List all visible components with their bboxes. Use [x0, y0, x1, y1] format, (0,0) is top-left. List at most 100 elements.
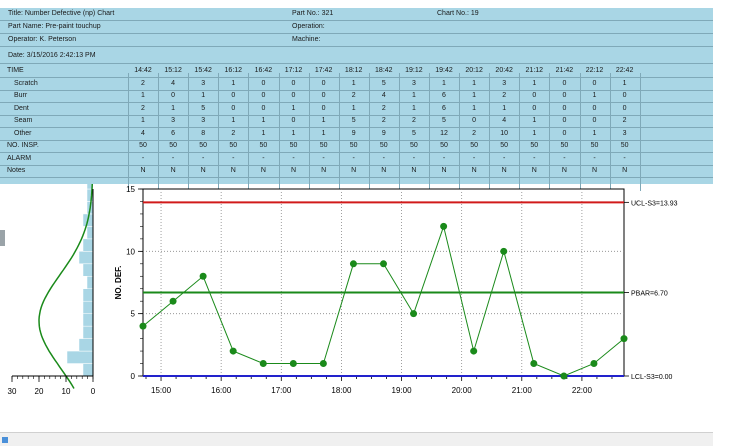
table-cell: 50	[169, 142, 177, 149]
table-cell: N	[290, 167, 297, 174]
splitter-handle[interactable]	[0, 230, 5, 246]
table-cell: 1	[472, 92, 477, 99]
table-cell: 0	[532, 104, 537, 112]
column-divider	[579, 73, 581, 191]
table-cell: 6	[442, 92, 446, 99]
table-cell: 50	[500, 142, 509, 149]
column-divider	[398, 73, 400, 191]
table-cell: 50	[199, 142, 208, 149]
data-point	[620, 335, 628, 343]
table-cell: 9	[381, 129, 386, 137]
table-cell: 0	[592, 104, 597, 112]
data-point	[169, 297, 177, 305]
row-label: Notes	[7, 167, 26, 174]
table-cell: 1	[411, 92, 416, 99]
table-cell: N	[170, 167, 176, 174]
y-tick-label: 15	[126, 185, 135, 194]
table-cell: 2	[622, 117, 627, 124]
table-cell: 50	[620, 142, 629, 149]
table-cell: 1	[411, 104, 416, 112]
table-cell: 19:12	[405, 67, 423, 74]
table-cell: 5	[381, 79, 386, 87]
table-cell: -	[382, 154, 385, 162]
table-cell: 2	[381, 117, 386, 124]
table-cell: N	[591, 167, 598, 174]
data-point	[470, 347, 478, 355]
table-cell: 1	[231, 79, 236, 87]
table-cell: -	[232, 154, 235, 162]
scrollbar-thumb[interactable]	[2, 437, 8, 443]
table-cell: N	[200, 167, 206, 174]
table-cell: 0	[562, 129, 567, 137]
table-cell: 2	[231, 129, 236, 137]
table-cell: N	[260, 167, 266, 174]
y-tick-label: 0	[131, 372, 136, 381]
table-cell: 19:42	[435, 67, 453, 74]
column-divider	[188, 73, 190, 191]
table-cell: 0	[231, 92, 236, 99]
table-cell: 1	[472, 79, 477, 87]
table-cell: 50	[319, 142, 328, 149]
x-tick-label: 22:00	[572, 386, 593, 395]
table-cell: 2	[502, 92, 507, 99]
table-cell: 50	[560, 142, 569, 149]
table-cell: 5	[201, 104, 206, 112]
table-cell: 20:42	[495, 67, 513, 74]
normal-curve	[38, 184, 94, 389]
right-margin	[713, 0, 729, 445]
histogram-bar	[82, 288, 94, 302]
part-name: Part Name: Pre-paint touchup	[8, 23, 101, 30]
histogram-bar	[86, 184, 94, 190]
table-cell: 10	[500, 129, 509, 137]
y-axis-label: NO. DEF.	[114, 266, 123, 300]
header-row-2: Part Name: Pre-paint touchup Operation:	[0, 21, 713, 34]
table-cell: 1	[291, 104, 296, 112]
table-cell: 1	[622, 79, 627, 87]
histogram-bar	[82, 300, 94, 314]
column-divider	[609, 73, 611, 191]
table-cell: 1	[321, 117, 326, 124]
data-point	[590, 360, 598, 368]
table-cell: 1	[171, 104, 176, 112]
table-cell: 2	[472, 129, 477, 137]
table-cell: 1	[532, 129, 537, 137]
table-cell: 2	[141, 104, 145, 112]
table-cell: 50	[379, 142, 388, 149]
table-cell: 0	[291, 117, 296, 124]
column-divider	[429, 73, 430, 191]
table-cell: 16:42	[254, 67, 273, 74]
x-tick-label: 15:00	[151, 386, 172, 395]
table-cell: 1	[261, 117, 266, 124]
table-cell: 50	[409, 142, 418, 149]
table-cell: 1	[141, 117, 145, 124]
histogram-bar	[82, 238, 94, 252]
date: Date: 3/15/2016 2:42:13 PM	[8, 52, 96, 59]
histogram-bar	[66, 350, 94, 364]
horizontal-scrollbar[interactable]	[0, 432, 713, 446]
table-cell: 1	[532, 79, 537, 87]
row-label: TIME	[7, 67, 24, 74]
row-label: Dent	[14, 104, 29, 112]
table-cell: 0	[562, 79, 567, 87]
table-cell: 12	[440, 129, 448, 137]
data-point	[560, 372, 568, 380]
table-cell: N	[622, 167, 628, 174]
table-cell: 22:42	[615, 67, 634, 74]
y-tick-label: 5	[131, 310, 136, 319]
table-row: Seam 1 3 3 1 1 0 1 5 2 2 5 0 4 1 0 0 2	[0, 115, 713, 128]
histogram-x-tick-label: 20	[35, 387, 44, 396]
chart-number: Chart No.: 19	[437, 10, 479, 17]
table-row: NO. INSP. 50 50 50 50 50 50 50 50 50 50 50 50 50 50 50 5…	[0, 140, 713, 153]
table-cell: 17:42	[314, 67, 333, 74]
table-cell: 0	[321, 104, 326, 112]
table-row: Dent 2 1 5 0 0 1 0 1 2 1 6 1 1 0 0 0 0	[0, 103, 713, 116]
column-divider	[338, 73, 340, 191]
table-cell: 50	[530, 142, 539, 149]
table-row: Burr 1 0 1 0 0 0 0 2 4 1 6 1 2 0 0 1 0	[0, 90, 713, 103]
operator: Operator: K. Peterson	[8, 36, 77, 43]
column-divider	[549, 73, 551, 191]
table-cell: 1	[141, 92, 145, 99]
table-cell: N	[321, 167, 327, 174]
data-point	[410, 310, 418, 318]
column-divider	[368, 73, 370, 191]
